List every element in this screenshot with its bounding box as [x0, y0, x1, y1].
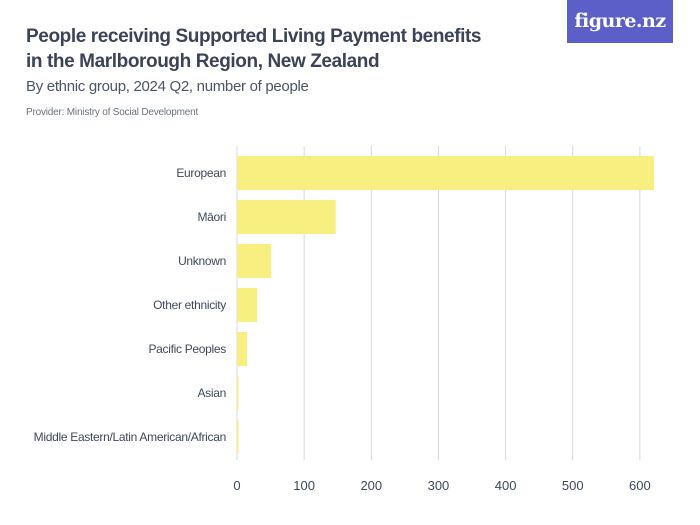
figure-nz-logo[interactable]: figure.nz: [567, 0, 673, 43]
x-tick-label-0: 0: [233, 478, 240, 493]
x-tick-label-600: 600: [629, 478, 651, 493]
bar-5[interactable]: [237, 376, 239, 410]
bar-4[interactable]: [237, 332, 248, 366]
x-tick-label-100: 100: [293, 478, 315, 493]
x-tick-label-400: 400: [495, 478, 517, 493]
category-label-5: Asian: [197, 386, 226, 400]
chart-title: People receiving Supported Living Paymen…: [26, 26, 482, 72]
category-label-1: Māori: [197, 210, 226, 224]
category-label-6: Middle Eastern/Latin American/African: [34, 430, 226, 444]
category-labels: European Māori Unknown Other ethnicity Pacif…: [34, 166, 227, 444]
x-axis-ticks: 0 100 200 300 400 500 600: [233, 478, 650, 493]
category-label-3: Other ethnicity: [153, 298, 226, 312]
bar-3[interactable]: [237, 288, 258, 322]
x-tick-label-300: 300: [428, 478, 450, 493]
category-label-0: European: [176, 166, 226, 180]
bar-2[interactable]: [237, 244, 272, 278]
bars: [237, 156, 655, 454]
x-tick-label-500: 500: [562, 478, 584, 493]
bar-6[interactable]: [237, 420, 239, 454]
x-tick-label-200: 200: [360, 478, 382, 493]
bar-1[interactable]: [237, 200, 336, 234]
bar-0[interactable]: [237, 156, 655, 190]
gridlines: [236, 146, 641, 460]
data-provider: Provider: Ministry of Social Development: [26, 107, 199, 118]
chart-subtitle: By ethnic group, 2024 Q2, number of peop…: [26, 78, 309, 95]
category-label-2: Unknown: [178, 254, 226, 268]
category-label-4: Pacific Peoples: [148, 342, 226, 356]
